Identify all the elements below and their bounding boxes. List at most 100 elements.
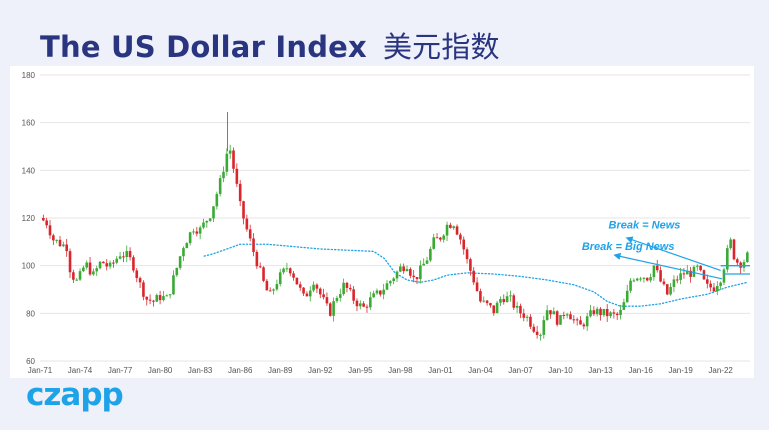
x-tick-label: Jan-07 bbox=[508, 366, 533, 375]
candle-body bbox=[559, 315, 562, 325]
candle-body bbox=[145, 296, 149, 300]
candle-body bbox=[419, 265, 422, 280]
candle-body bbox=[549, 310, 552, 315]
candle-body bbox=[42, 218, 45, 221]
candle-body bbox=[112, 262, 115, 264]
candle-body bbox=[642, 277, 646, 279]
candle-body bbox=[395, 271, 399, 279]
candle-body bbox=[158, 295, 162, 301]
candle-body bbox=[719, 282, 722, 287]
candle-body bbox=[205, 220, 209, 223]
candle-body bbox=[522, 313, 526, 318]
candle-body bbox=[409, 269, 412, 276]
candle-body bbox=[632, 280, 636, 282]
candle-body bbox=[439, 237, 442, 240]
candle-body bbox=[202, 222, 205, 228]
candle-body bbox=[162, 296, 165, 301]
candle-body bbox=[208, 218, 212, 221]
candle-body bbox=[359, 303, 362, 307]
candle-body bbox=[52, 235, 55, 241]
candle-body bbox=[188, 232, 192, 244]
candle-body bbox=[722, 269, 726, 283]
candle-body bbox=[55, 239, 58, 241]
candle-body bbox=[292, 273, 295, 278]
x-tick-label: Jan-01 bbox=[428, 366, 453, 375]
candle-body bbox=[268, 290, 272, 292]
candle-body bbox=[312, 284, 315, 291]
candle-body bbox=[265, 280, 269, 291]
candle-body bbox=[462, 239, 466, 250]
candle-body bbox=[529, 316, 532, 327]
candle-body bbox=[85, 262, 89, 268]
moving-average-layer bbox=[203, 243, 748, 307]
candle-body bbox=[192, 231, 195, 233]
candle-body bbox=[282, 268, 285, 273]
candle-body bbox=[75, 279, 79, 281]
candle-body bbox=[252, 238, 255, 252]
candle-body bbox=[372, 293, 375, 298]
candle-body bbox=[649, 277, 652, 281]
candle-body bbox=[602, 308, 606, 316]
candle-body bbox=[232, 150, 235, 169]
candle-body bbox=[82, 267, 85, 272]
candle-body bbox=[652, 265, 656, 278]
candle-body bbox=[592, 310, 596, 315]
moving-average-line bbox=[203, 243, 748, 307]
candle-body bbox=[665, 284, 669, 295]
candle-body bbox=[575, 319, 579, 321]
x-tick-label: Jan-92 bbox=[308, 366, 333, 375]
candle-body bbox=[699, 265, 702, 271]
candle-body bbox=[135, 270, 139, 279]
x-tick-label: Jan-16 bbox=[628, 366, 653, 375]
candle-body bbox=[385, 283, 389, 290]
candle-body bbox=[315, 284, 319, 289]
x-tick-label: Jan-10 bbox=[548, 366, 573, 375]
candle-body bbox=[542, 320, 546, 335]
grid-layer bbox=[40, 74, 750, 362]
candle-body bbox=[495, 302, 499, 314]
candle-body bbox=[335, 297, 339, 302]
candle-body bbox=[746, 252, 749, 263]
candle-body bbox=[716, 286, 719, 292]
candle-body bbox=[72, 272, 75, 280]
candle-body bbox=[255, 251, 259, 267]
candle-body bbox=[348, 287, 352, 290]
candle-body bbox=[168, 294, 172, 296]
candle-body bbox=[182, 248, 185, 257]
candle-body bbox=[552, 311, 556, 315]
y-tick-label: 60 bbox=[26, 357, 35, 366]
candle-body bbox=[128, 251, 132, 258]
candle-body bbox=[475, 282, 479, 292]
candle-body bbox=[682, 273, 686, 275]
candle-body bbox=[469, 259, 472, 271]
candle-body bbox=[505, 296, 509, 303]
candle-body bbox=[308, 290, 312, 297]
candle-body bbox=[662, 281, 666, 285]
y-tick-label: 140 bbox=[22, 166, 36, 175]
candle-body bbox=[382, 289, 385, 295]
candle-body bbox=[465, 249, 469, 260]
chart-panel bbox=[10, 66, 754, 378]
candle-body bbox=[238, 183, 242, 202]
x-tick-label: Jan-89 bbox=[268, 366, 293, 375]
candle-body bbox=[402, 266, 405, 272]
candle-body bbox=[138, 278, 142, 283]
candle-body bbox=[228, 150, 232, 154]
candle-body bbox=[392, 278, 395, 282]
title-chinese: 美元指数 bbox=[382, 30, 500, 64]
candle-body bbox=[429, 248, 432, 261]
candle-body bbox=[108, 262, 112, 267]
candle-body bbox=[65, 244, 68, 252]
candles-layer bbox=[42, 111, 749, 341]
candle-body bbox=[318, 288, 322, 295]
candle-body bbox=[185, 243, 189, 249]
candle-body bbox=[225, 153, 229, 172]
candle-body bbox=[305, 293, 309, 297]
candle-body bbox=[295, 277, 299, 285]
candle-body bbox=[445, 224, 449, 236]
x-tick-label: Jan-04 bbox=[468, 366, 493, 375]
x-tick-label: Jan-22 bbox=[708, 366, 733, 375]
x-tick-label: Jan-13 bbox=[588, 366, 613, 375]
candle-body bbox=[389, 281, 392, 284]
candle-body bbox=[629, 280, 632, 291]
